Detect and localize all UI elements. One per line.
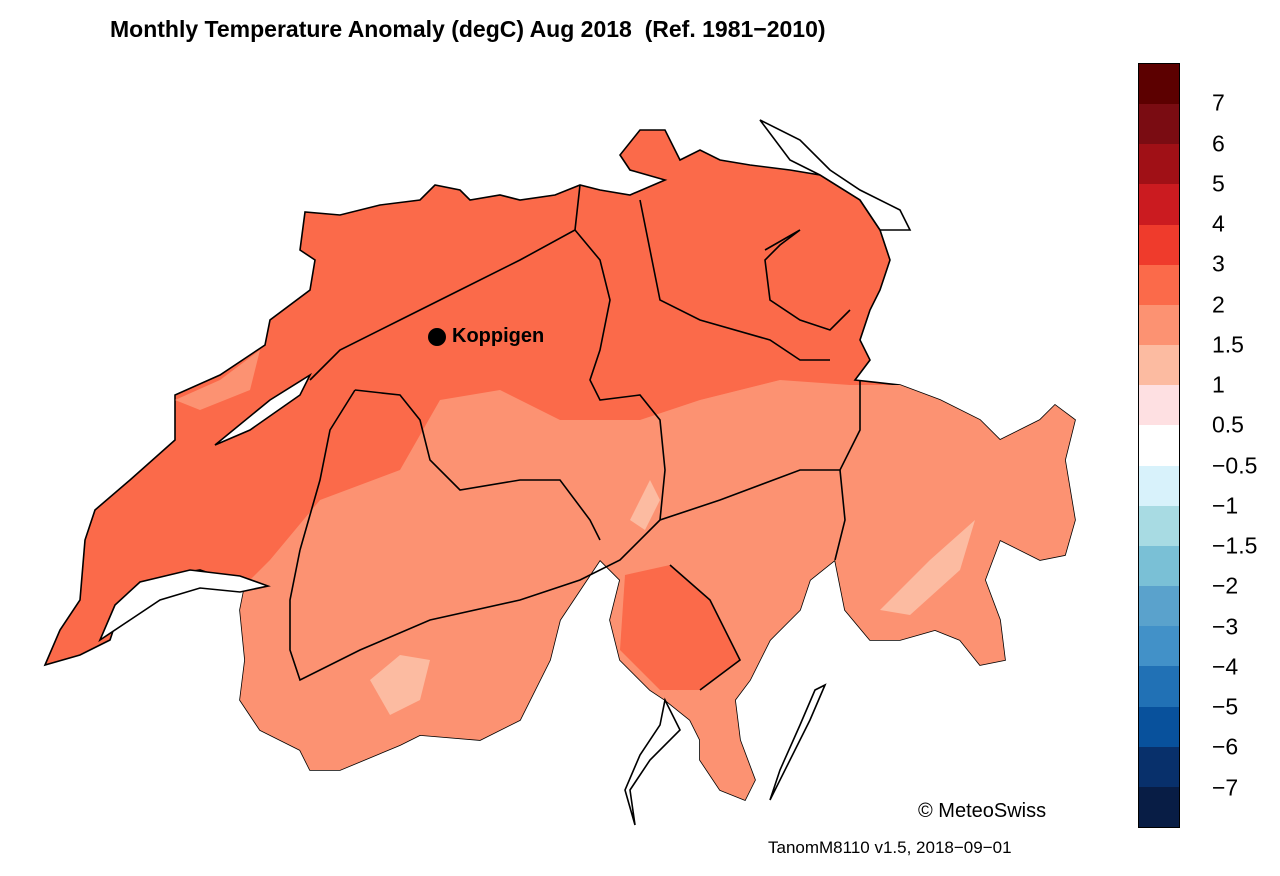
lake-como [769,683,827,801]
colorbar-tick-label: −3 [1212,613,1239,640]
colorbar-tick-label: −4 [1212,653,1239,680]
colorbar-bin [1139,104,1179,145]
mild-anomaly-patch [880,520,975,615]
colorbar-bin [1139,465,1179,506]
colorbar-bin [1139,786,1179,827]
colorbar-tick-label: −5 [1212,693,1239,720]
colorbar-bin [1139,304,1179,346]
colorbar-tick-label: 2 [1212,291,1225,318]
colorbar-bin [1139,385,1179,426]
colorbar-bin [1139,706,1179,747]
colorbar-bin [1139,545,1179,587]
lake-constance [759,119,912,231]
station-label: Koppigen [452,325,545,347]
version-label: TanomM8110 v1.5, 2018−09−01 [768,838,1012,857]
colorbar-tick-label: −1 [1212,492,1239,519]
colorbar-tick-label: 1.5 [1212,331,1244,358]
colorbar-tick-label: 4 [1212,210,1225,237]
lake-geneva [98,569,271,643]
ticino-region [620,565,740,690]
colorbar-bin [1139,586,1179,627]
colorbar-bin [1139,505,1179,546]
canton-borders [289,184,861,691]
colorbar-tick-label: −7 [1212,774,1239,801]
colorbar-bin [1139,184,1179,225]
colorbar-bin [1139,746,1179,787]
copyright: © MeteoSwiss [918,800,1047,822]
colorbar-tick-label: 7 [1212,89,1225,116]
warm-anomaly-region-west [175,350,260,410]
colorbar-tick-label: −0.5 [1212,452,1258,479]
colorbar-tick-label: −6 [1212,733,1239,760]
colorbar-bin [1139,264,1179,305]
mild-anomaly-patch [630,480,660,530]
mild-anomaly-patch [370,655,430,715]
colorbar-bin [1139,345,1179,386]
colorbar-bin [1139,666,1179,707]
colorbar-tick-label: −1.5 [1212,532,1258,559]
colorbar-tick-label: 0.5 [1212,411,1244,438]
colorbar-bin [1139,626,1179,667]
colorbar-bin [1139,224,1179,265]
map-title: Monthly Temperature Anomaly (degC) Aug 2… [110,16,826,42]
colorbar-bin [1139,425,1179,466]
colorbar-tick-label: 5 [1212,170,1225,197]
station-marker[interactable] [428,328,446,346]
colorbar-tick-label: 6 [1212,130,1225,157]
colorbar-bin [1139,144,1179,185]
colorbar-bin [1139,64,1179,105]
lake-maggiore [624,697,681,826]
colorbar-tick-label: 3 [1212,250,1225,277]
colorbar [1138,63,1180,828]
lake-neuchatel [214,372,312,446]
colorbar-tick-label: −2 [1212,572,1239,599]
colorbar-tick-label: 1 [1212,371,1225,398]
